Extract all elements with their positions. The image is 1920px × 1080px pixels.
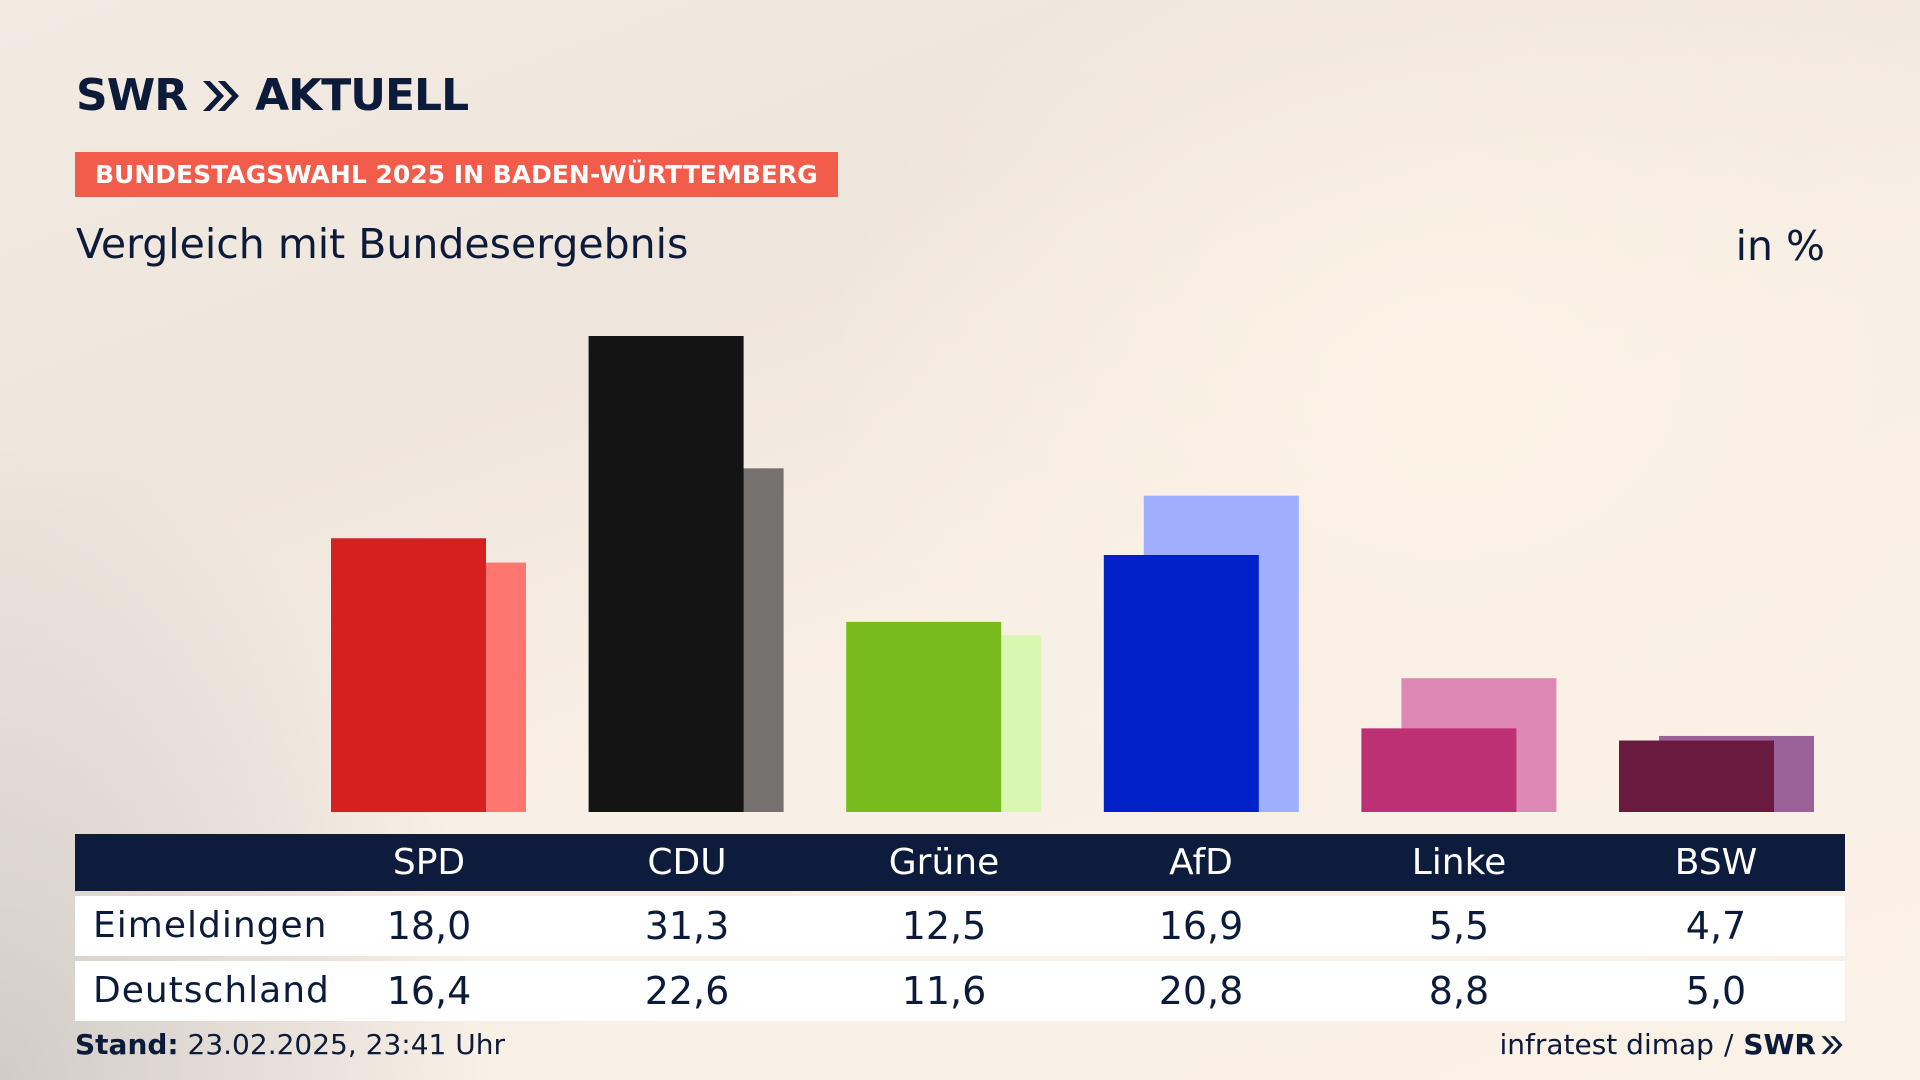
header-afd: AfD: [1169, 842, 1233, 883]
unit-label: in %: [1735, 222, 1825, 270]
swr-arrows-icon: [1821, 1035, 1843, 1054]
bar-eimeldingen-afd: [1103, 554, 1259, 812]
header-linke: Linke: [1411, 842, 1507, 883]
stand-value: 23.02.2025, 23:41 Uhr: [187, 1028, 505, 1061]
table-row: Eimeldingen 18,0 31,3 12,5 16,9 5,5 4,7: [75, 896, 1845, 956]
table-cell: 5,0: [1685, 969, 1747, 1013]
bar-eimeldingen-bsw: [1619, 740, 1774, 812]
table-cell: 22,6: [644, 969, 730, 1013]
table-cell: 18,0: [386, 904, 472, 948]
source-separator: /: [1723, 1028, 1734, 1061]
header-spd: SPD: [392, 842, 466, 883]
table-cell: 8,8: [1428, 969, 1490, 1013]
swr-aktuell-logo: SWR AKTUELL: [76, 70, 469, 121]
election-badge: BUNDESTAGSWAHL 2025 IN BADEN-WÜRTTEMBERG: [75, 152, 838, 197]
header-cdu: CDU: [647, 842, 727, 883]
bar-eimeldingen-grüne: [846, 621, 1002, 812]
header-gruene: Grüne: [888, 842, 1000, 883]
chart-subtitle: Vergleich mit Bundesergebnis: [76, 220, 689, 268]
table-cell: 16,4: [386, 969, 472, 1013]
logo-text: SWR: [76, 70, 188, 121]
logo-suffix: AKTUELL: [255, 70, 469, 121]
table-cell: 20,8: [1158, 969, 1244, 1013]
mini-logo-text: SWR: [1743, 1028, 1816, 1061]
bar-chart: [331, 336, 1814, 812]
results-table: SPD CDU Grüne AfD Linke BSW Eimeldingen …: [75, 834, 1845, 1021]
stand-label: Stand:: [75, 1028, 179, 1061]
table-cell: 31,3: [644, 904, 730, 948]
table-cell: 16,9: [1158, 904, 1244, 948]
table-header: SPD CDU Grüne AfD Linke BSW: [75, 834, 1845, 891]
bar-eimeldingen-cdu: [588, 336, 744, 812]
bar-eimeldingen-spd: [331, 538, 486, 812]
row-label: Eimeldingen: [93, 905, 328, 946]
swr-mini-logo: SWR: [1743, 1028, 1844, 1061]
timestamp: Stand: 23.02.2025, 23:41 Uhr: [75, 1028, 505, 1061]
table-cell: 4,7: [1685, 904, 1747, 948]
table-cell: 12,5: [901, 904, 987, 948]
header-bsw: BSW: [1674, 842, 1758, 883]
table-cell: 11,6: [901, 969, 987, 1013]
row-label: Deutschland: [93, 970, 330, 1011]
table-row: Deutschland 16,4 22,6 11,6 20,8 8,8 5,0: [75, 961, 1845, 1021]
swr-arrows-icon: [203, 80, 240, 111]
source-credit: infratest dimap / SWR: [1499, 1028, 1844, 1061]
bar-eimeldingen-linke: [1361, 728, 1517, 812]
source-text: infratest dimap: [1499, 1028, 1714, 1061]
table-cell: 5,5: [1428, 904, 1490, 948]
